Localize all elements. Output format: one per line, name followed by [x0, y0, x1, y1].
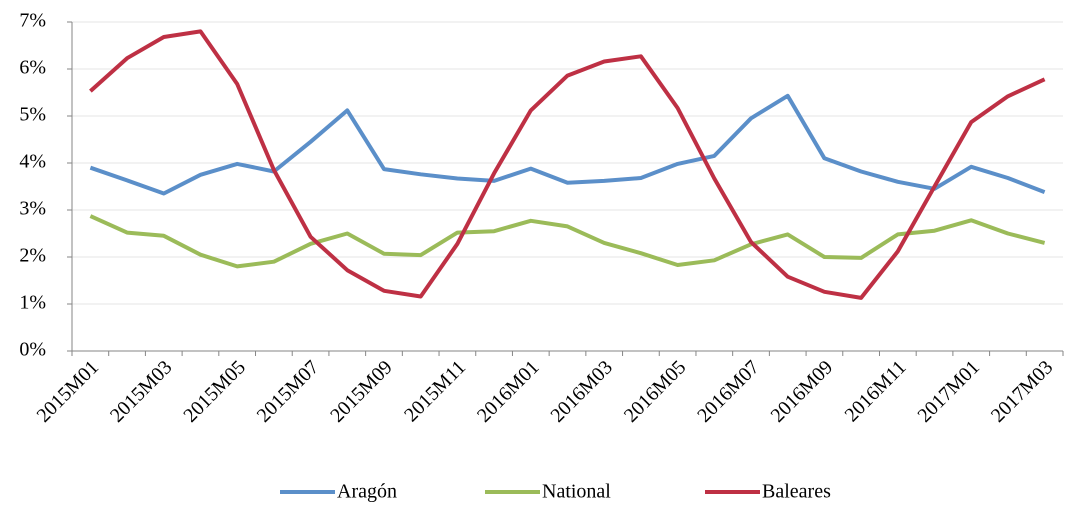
x-tick-label: 2016M07 — [693, 356, 764, 427]
x-tick-label: 2016M03 — [546, 356, 617, 427]
x-tick-label: 2015M05 — [179, 356, 250, 427]
y-tick-label: 5% — [19, 104, 46, 126]
y-tick-label: 2% — [19, 245, 46, 267]
y-tick-label: 6% — [19, 57, 46, 79]
x-tick-label: 2015M09 — [326, 356, 397, 427]
y-tick-label: 7% — [19, 10, 46, 32]
x-tick-label: 2016M05 — [620, 356, 691, 427]
x-tick-label: 2016M11 — [841, 356, 911, 426]
legend-label: Aragón — [337, 481, 397, 503]
x-tick-label: 2015M01 — [33, 356, 104, 427]
y-tick-label: 1% — [19, 292, 46, 314]
x-tick-label: 2015M07 — [253, 356, 324, 427]
legend-label: Baleares — [762, 481, 831, 503]
series-line — [89, 214, 1046, 269]
x-tick-label: 2015M03 — [106, 356, 177, 427]
series-line — [89, 93, 1046, 196]
x-tick-label: 2015M11 — [400, 356, 470, 426]
x-tick-label: 2017M03 — [987, 356, 1058, 427]
x-tick-label: 2017M01 — [913, 356, 984, 427]
y-tick-label: 3% — [19, 198, 46, 220]
x-tick-label: 2016M01 — [473, 356, 544, 427]
y-tick-label: 4% — [19, 151, 46, 173]
x-tick-label: 2016M09 — [767, 356, 838, 427]
y-tick-label: 0% — [19, 339, 46, 361]
series-line — [89, 29, 1046, 300]
legend-label: National — [542, 481, 611, 503]
